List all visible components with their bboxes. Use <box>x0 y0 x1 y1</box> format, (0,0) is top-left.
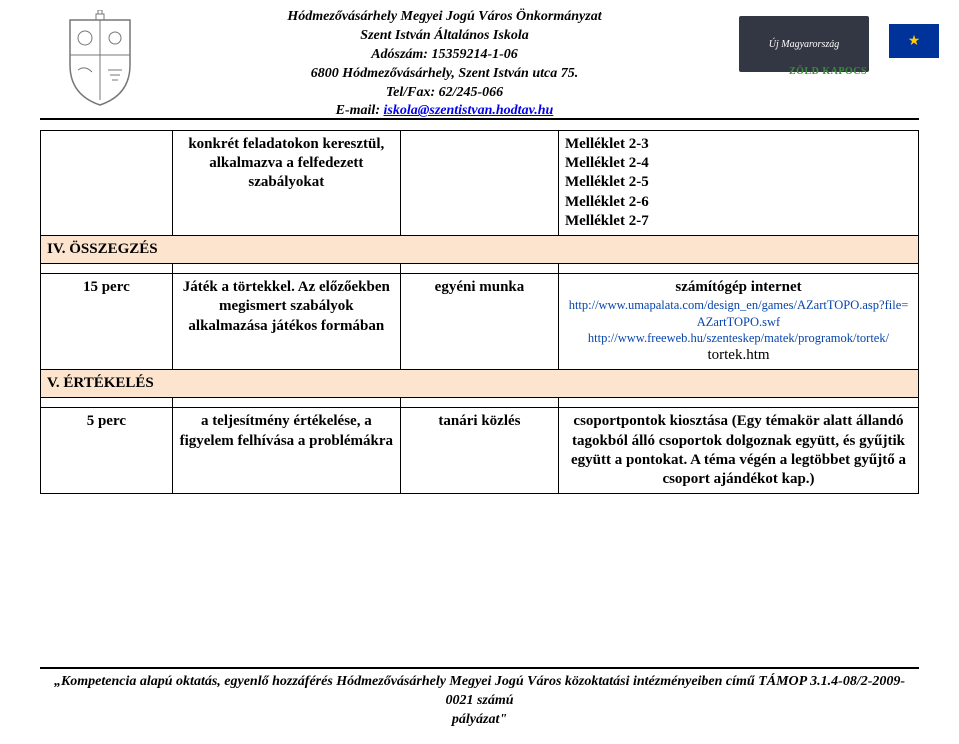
main-content: konkrét feladatokon keresztül, alkalmazv… <box>40 130 919 494</box>
section-title: IV. ÖSSZEGZÉS <box>41 235 919 263</box>
header-logos: Új Magyarország ★ ZÖLD KAPOCS <box>739 16 939 106</box>
header-email-link[interactable]: iskola@szentistvan.hodtav.hu <box>384 103 554 118</box>
header-org2: Szent István Általános Iskola <box>150 27 739 46</box>
cell-attachments: Melléklet 2-3 Melléklet 2-4 Melléklet 2-… <box>558 131 918 236</box>
table-row: konkrét feladatokon keresztül, alkalmazv… <box>41 131 919 236</box>
attachment-line: Melléklet 2-6 <box>565 193 912 212</box>
cell-duration: 15 perc <box>41 274 173 370</box>
resource-link[interactable]: http://www.umapalata.com/design_en/games… <box>565 297 912 330</box>
lesson-plan-table: konkrét feladatokon keresztül, alkalmazv… <box>40 130 919 494</box>
cell-resources: számítógép internet http://www.umapalata… <box>558 274 918 370</box>
uj-magyarorszag-logo: Új Magyarország <box>739 16 869 72</box>
cell-workform: tanári közlés <box>400 408 558 494</box>
coat-of-arms-icon <box>50 10 150 110</box>
cell-activity: konkrét feladatokon keresztül, alkalmazv… <box>172 131 400 236</box>
attachment-line: Melléklet 2-3 <box>565 135 912 154</box>
header-org1: Hódmezővásárhely Megyei Jogú Város Önkor… <box>150 8 739 27</box>
footer-line1: „Kompetencia alapú oktatás, egyenlő hozz… <box>40 673 919 711</box>
resource-title: számítógép internet <box>565 278 912 297</box>
resource-link[interactable]: http://www.freeweb.hu/szenteskep/matek/p… <box>565 330 912 346</box>
cell-activity: Játék a törtekkel. Az előzőekben megisme… <box>172 274 400 370</box>
section-row-summary: IV. ÖSSZEGZÉS <box>41 235 919 263</box>
table-row: 5 perc a teljesítmény értékelése, a figy… <box>41 408 919 494</box>
attachment-line: Melléklet 2-4 <box>565 154 912 173</box>
attachment-line: Melléklet 2-5 <box>565 173 912 192</box>
header-addr: 6800 Hódmezővásárhely, Szent István utca… <box>150 65 739 84</box>
cell-workform: egyéni munka <box>400 274 558 370</box>
footer-line2: pályázat" <box>40 711 919 730</box>
zold-kapocs-text: ZÖLD KAPOCS <box>789 66 867 77</box>
cell-notes: csoportpontok kiosztása (Egy témakör ala… <box>558 408 918 494</box>
header-email-label: E-mail: <box>336 103 384 118</box>
page-footer: „Kompetencia alapú oktatás, egyenlő hozz… <box>40 667 919 730</box>
cell-activity: a teljesítmény értékelése, a figyelem fe… <box>172 408 400 494</box>
attachment-line: Melléklet 2-7 <box>565 212 912 231</box>
table-row: 15 perc Játék a törtekkel. Az előzőekben… <box>41 274 919 370</box>
section-title: V. ÉRTÉKELÉS <box>41 370 919 398</box>
table-row-spacer <box>41 264 919 274</box>
cell-empty <box>41 131 173 236</box>
resource-filename: tortek.htm <box>565 346 912 365</box>
header-divider <box>40 118 919 120</box>
table-row-spacer <box>41 398 919 408</box>
cell-duration: 5 perc <box>41 408 173 494</box>
page-header: Hódmezővásárhely Megyei Jogú Város Önkor… <box>0 0 959 121</box>
cell-empty <box>400 131 558 236</box>
header-text-block: Hódmezővásárhely Megyei Jogú Város Önkor… <box>150 6 739 121</box>
header-tax: Adószám: 15359214-1-06 <box>150 46 739 65</box>
header-tel: Tel/Fax: 62/245-066 <box>150 84 739 103</box>
section-row-evaluation: V. ÉRTÉKELÉS <box>41 370 919 398</box>
eu-flag-icon: ★ <box>889 24 939 58</box>
footer-divider <box>40 667 919 669</box>
uj-magyarorszag-text: Új Magyarország <box>769 39 839 50</box>
